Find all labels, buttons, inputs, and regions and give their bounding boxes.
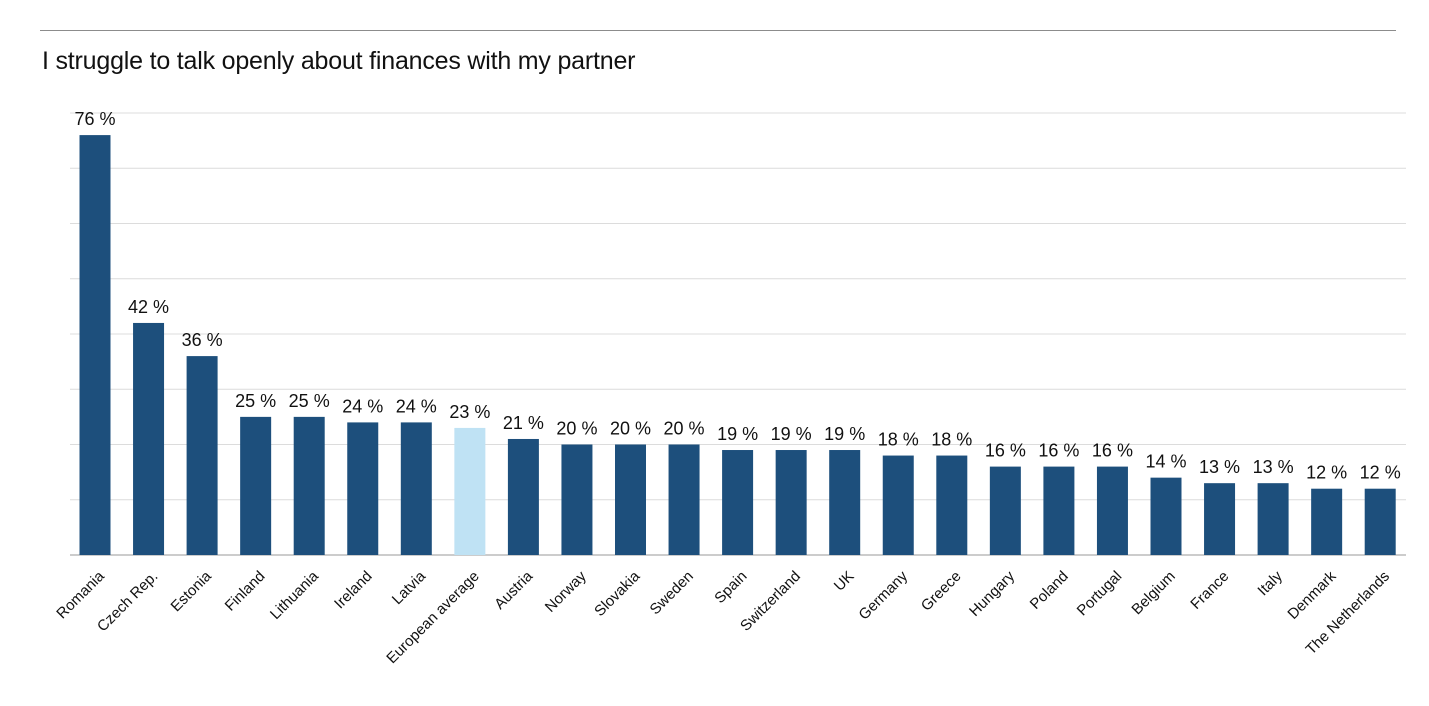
- category-label: Ireland: [331, 568, 375, 612]
- bar-czech-rep: [133, 322, 165, 555]
- category-label: France: [1187, 568, 1232, 613]
- value-label: 76 %: [74, 109, 115, 129]
- bar-the-netherlands: [1364, 488, 1396, 555]
- category-label: European average: [383, 568, 482, 667]
- category-label: Poland: [1027, 568, 1072, 613]
- value-label: 24 %: [396, 396, 437, 416]
- value-label: 36 %: [182, 330, 223, 350]
- category-label: Greece: [918, 568, 965, 615]
- category-label: Denmark: [1284, 567, 1339, 622]
- bar-romania: [79, 135, 111, 555]
- bars: [79, 135, 1396, 555]
- category-label: UK: [831, 568, 858, 595]
- category-label: Finland: [222, 568, 269, 615]
- chart-title: I struggle to talk openly about finances…: [42, 47, 636, 75]
- value-label: 13 %: [1199, 457, 1240, 477]
- bar-italy: [1257, 483, 1289, 555]
- category-label: Hungary: [966, 567, 1018, 619]
- value-label: 16 %: [985, 441, 1026, 461]
- bar-spain: [722, 450, 754, 555]
- bar-portugal: [1096, 466, 1128, 555]
- value-label: 18 %: [931, 430, 972, 450]
- category-label: Belgium: [1128, 568, 1178, 618]
- value-label: 25 %: [289, 391, 330, 411]
- value-label: 12 %: [1306, 463, 1347, 483]
- value-labels: 76 % 42 % 36 % 25 % 25 % 24 % 24 % 23 % 21 % 20 %…: [74, 109, 1400, 483]
- value-label: 13 %: [1253, 457, 1294, 477]
- bar-poland: [1043, 466, 1075, 555]
- category-label: Austria: [491, 567, 536, 612]
- value-label: 14 %: [1145, 452, 1186, 472]
- bar-sweden: [668, 444, 700, 555]
- category-label: Romania: [53, 567, 108, 622]
- category-label: Germany: [855, 567, 911, 623]
- bar-lithuania: [293, 416, 325, 555]
- value-label: 20 %: [610, 419, 651, 439]
- category-label: Norway: [542, 567, 590, 615]
- value-label: 19 %: [824, 424, 865, 444]
- value-label: 12 %: [1360, 463, 1401, 483]
- value-label: 20 %: [664, 419, 705, 439]
- bar-denmark: [1311, 488, 1343, 555]
- bar-european-average: [454, 427, 486, 555]
- category-label: Lithuania: [267, 567, 323, 623]
- value-label: 23 %: [449, 402, 490, 422]
- value-label: 19 %: [717, 424, 758, 444]
- value-label: 19 %: [771, 424, 812, 444]
- category-label: Estonia: [168, 567, 216, 615]
- bar-switzerland: [775, 450, 807, 555]
- value-label: 42 %: [128, 297, 169, 317]
- bar-greece: [936, 455, 968, 555]
- value-label: 20 %: [556, 419, 597, 439]
- category-label: Spain: [711, 568, 750, 607]
- bar-ireland: [347, 422, 379, 555]
- category-label: Sweden: [647, 568, 697, 618]
- gridlines: [70, 112, 1406, 556]
- bar-slovakia: [615, 444, 646, 555]
- value-label: 24 %: [342, 396, 383, 416]
- bar-norway: [561, 444, 593, 555]
- top-divider: [40, 30, 1396, 31]
- bar-finland: [240, 416, 272, 555]
- value-label: 16 %: [1038, 441, 1079, 461]
- category-label: Latvia: [389, 567, 430, 608]
- value-label: 25 %: [235, 391, 276, 411]
- category-label: Portugal: [1074, 568, 1126, 620]
- category-label: Italy: [1254, 567, 1286, 599]
- value-label: 16 %: [1092, 441, 1133, 461]
- bar-uk: [829, 450, 861, 555]
- value-label: 21 %: [503, 413, 544, 433]
- category-label: Slovakia: [591, 567, 644, 620]
- bar-austria: [507, 438, 539, 555]
- bar-france: [1204, 483, 1236, 555]
- bar-hungary: [989, 466, 1021, 555]
- bar-estonia: [186, 356, 218, 555]
- bar-belgium: [1150, 477, 1182, 555]
- bar-germany: [882, 455, 914, 555]
- value-label: 18 %: [878, 430, 919, 450]
- bar-latvia: [400, 422, 432, 555]
